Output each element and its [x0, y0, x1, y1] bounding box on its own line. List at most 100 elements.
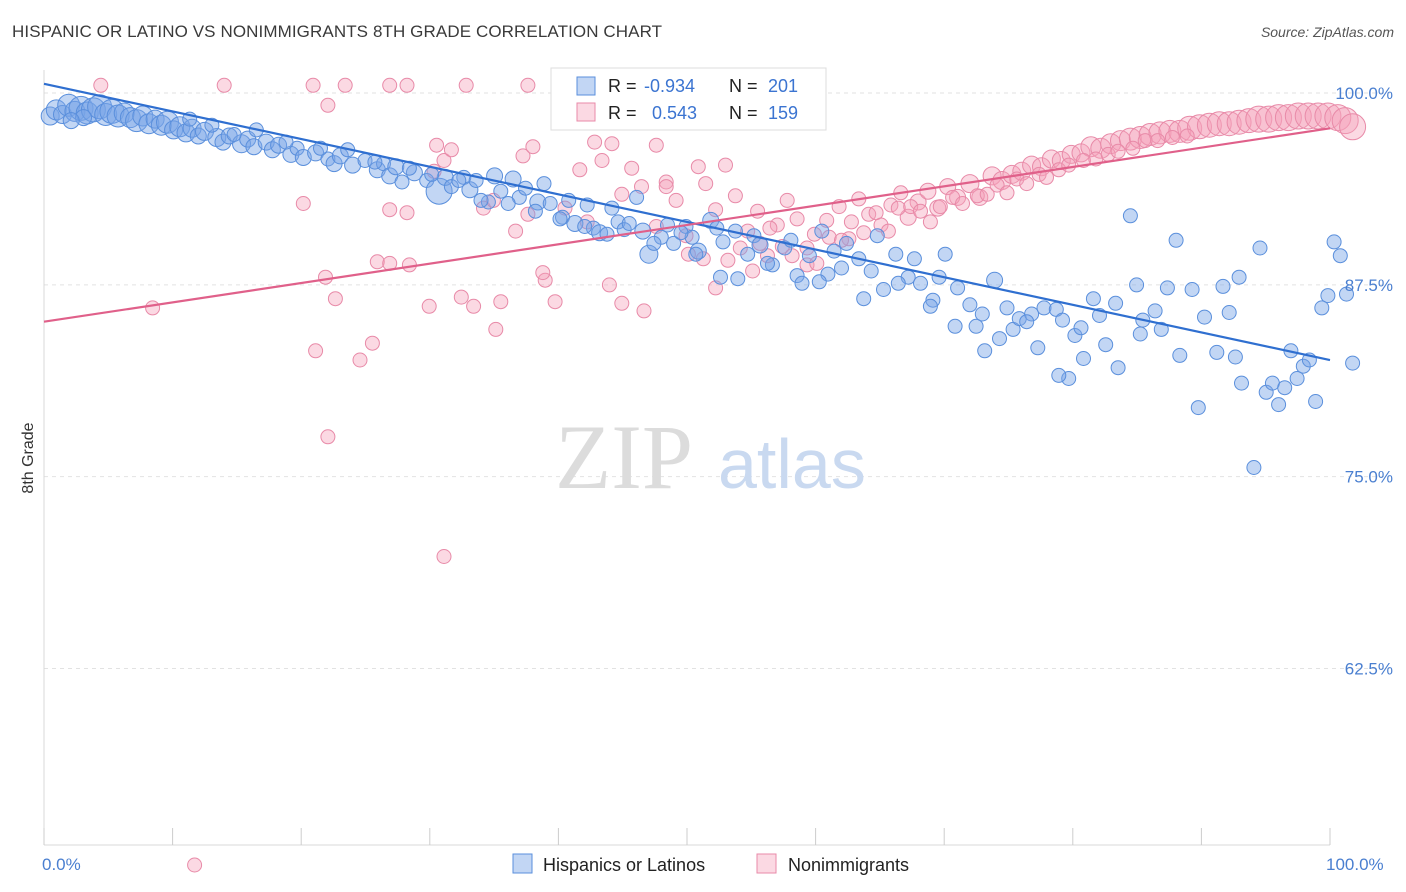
- nonimmigrants-point: [488, 321, 504, 337]
- nonimmigrants-point: [1274, 104, 1302, 132]
- nonimmigrants-point: [318, 269, 333, 285]
- nonimmigrants-point: [1177, 115, 1203, 141]
- nonimmigrants-point: [382, 202, 398, 218]
- nonimmigrants-point: [520, 77, 536, 93]
- nonimmigrants-point: [909, 193, 927, 211]
- hispanics-point: [164, 120, 184, 140]
- hispanics-point: [493, 183, 509, 199]
- y-tick-label: 75.0%: [1345, 468, 1393, 487]
- nonimmigrants-point: [919, 182, 937, 200]
- hispanics-point: [480, 194, 496, 210]
- series-legend-swatch-nonimmigrants[interactable]: [756, 853, 777, 874]
- nonimmigrants-point: [903, 199, 919, 215]
- nonimmigrants-point: [601, 277, 617, 293]
- hispanics-point: [226, 127, 242, 142]
- hispanics-point: [1024, 306, 1040, 322]
- nonimmigrants-point: [658, 174, 674, 190]
- hispanics-point: [684, 229, 700, 245]
- hispanics-point: [1215, 278, 1231, 294]
- hispanics-point: [1098, 337, 1114, 353]
- hispanics-point: [646, 235, 662, 251]
- nonimmigrants-point: [979, 186, 995, 202]
- nonimmigrants-trend-line: [43, 127, 1331, 323]
- legend-r-value-2: 0.543: [652, 103, 697, 123]
- nonimmigrants-point: [587, 134, 603, 150]
- hispanics-point: [992, 331, 1007, 347]
- nonimmigrants-point: [320, 97, 336, 113]
- nonimmigrants-point: [614, 186, 630, 202]
- nonimmigrants-point: [572, 162, 588, 178]
- hispanics-point: [974, 306, 990, 322]
- hispanics-point: [977, 343, 993, 359]
- hispanics-point: [839, 235, 854, 251]
- nonimmigrants-point: [1110, 130, 1131, 152]
- nonimmigrants-point: [883, 197, 899, 213]
- hispanics-point: [1153, 321, 1169, 337]
- hispanics-point: [937, 246, 953, 262]
- legend-r-label-2: R =: [608, 103, 637, 123]
- hispanics-point: [425, 177, 453, 205]
- nonimmigrants-point: [856, 225, 872, 241]
- hispanics-point: [1076, 351, 1091, 366]
- hispanics-point: [660, 217, 675, 233]
- hispanics-point: [45, 99, 67, 121]
- nonimmigrants-point: [614, 295, 630, 311]
- hispanics-point: [1295, 358, 1311, 374]
- nonimmigrants-point: [429, 137, 445, 153]
- hispanics-point: [673, 225, 689, 241]
- hispanics-point: [1172, 347, 1188, 363]
- nonimmigrants-point: [806, 226, 822, 242]
- hispanics-point: [461, 181, 479, 199]
- nonimmigrants-point: [1137, 133, 1153, 149]
- nonimmigrants-point: [779, 192, 795, 208]
- nonimmigrants-point: [720, 252, 736, 268]
- nonimmigrants-point: [187, 857, 203, 873]
- hispanics-point: [890, 275, 906, 291]
- nonimmigrants-point: [520, 206, 536, 222]
- nonimmigrants-point: [718, 157, 733, 173]
- hispanics-point: [811, 274, 827, 290]
- hispanics-point: [1339, 286, 1354, 302]
- hispanics-point: [834, 260, 849, 276]
- watermark-atlas: atlas: [718, 425, 866, 503]
- hispanics-point: [64, 100, 86, 122]
- nonimmigrants-point: [308, 343, 324, 359]
- hispanics-point: [688, 246, 704, 262]
- nonimmigrants-point: [769, 217, 785, 233]
- hispanics-point: [451, 173, 467, 188]
- nonimmigrants-point: [745, 263, 761, 279]
- nonimmigrants-point: [1019, 176, 1035, 192]
- hispanics-point: [621, 216, 637, 231]
- series-legend-label-hispanics[interactable]: Hispanics or Latinos: [543, 855, 705, 875]
- hispanics-point: [1036, 300, 1052, 316]
- series-legend-label-nonimmigrants[interactable]: Nonimmigrants: [788, 855, 909, 875]
- hispanics-point: [863, 263, 879, 279]
- hispanics-point: [814, 223, 830, 239]
- nonimmigrants-point: [436, 549, 452, 564]
- hispanics-point: [1332, 248, 1348, 264]
- series-legend-swatch-hispanics[interactable]: [512, 853, 533, 874]
- hispanics-point: [789, 268, 805, 284]
- hispanics-point: [1209, 344, 1225, 360]
- grid-lines: [44, 92, 1390, 670]
- hispanics-point: [1234, 375, 1249, 391]
- hispanics-point: [922, 298, 938, 314]
- nonimmigrants-point: [1125, 140, 1141, 156]
- x-tick-label-min: 0.0%: [42, 855, 81, 874]
- legend-swatch-blue: [576, 76, 596, 96]
- hispanics-point: [599, 226, 615, 242]
- hispanics-point: [740, 246, 756, 262]
- nonimmigrants-point: [436, 153, 452, 168]
- nonimmigrants-point: [421, 298, 437, 314]
- hispanics-point: [1147, 303, 1163, 319]
- nonimmigrants-point: [762, 220, 778, 236]
- legend-n-label-1: N =: [729, 76, 758, 96]
- nonimmigrants-point: [1179, 128, 1195, 144]
- hispanics-point: [500, 196, 516, 211]
- hispanics-point: [1314, 300, 1330, 316]
- nonimmigrants-point: [364, 335, 380, 351]
- hispanics-point: [1190, 400, 1206, 416]
- hispanics-point: [1061, 371, 1077, 386]
- nonimmigrants-point: [698, 176, 714, 192]
